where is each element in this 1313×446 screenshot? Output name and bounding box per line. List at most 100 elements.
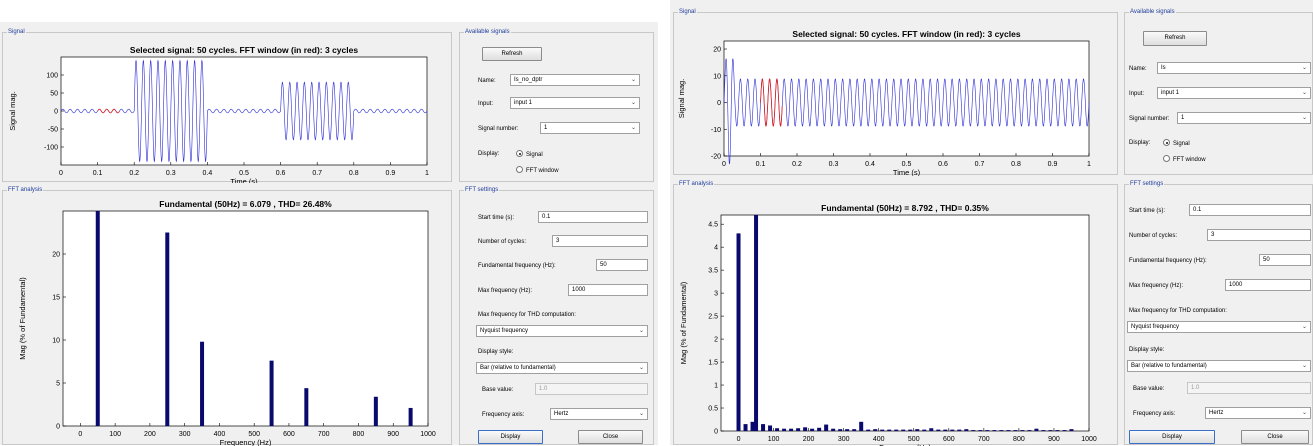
display-button[interactable]: Display: [478, 430, 543, 444]
chevron-down-icon: ⌄: [1301, 410, 1307, 416]
close-button[interactable]: Close: [578, 430, 643, 444]
display-style-label: Display style:: [1129, 347, 1165, 353]
x-tick-label: 0.3: [829, 161, 839, 168]
freq-axis-select[interactable]: Hertz ⌄: [550, 408, 648, 420]
x-tick-label: 400: [873, 436, 885, 443]
fft-bar: [880, 429, 885, 431]
base-value-label: Base value:: [1133, 386, 1165, 392]
start-time-input[interactable]: 0.1: [538, 211, 648, 223]
start-time-input[interactable]: 0.1: [1189, 204, 1311, 216]
signal-number-select[interactable]: 1 ⌄: [540, 122, 640, 134]
max-thd-select[interactable]: Nyquist frequency ⌄: [476, 325, 648, 337]
y-tick-label: 0: [56, 424, 60, 431]
plot-area: [720, 214, 1090, 432]
fft-bar: [838, 429, 843, 431]
fft-bar: [200, 341, 205, 426]
x-tick-label: 0.9: [386, 170, 396, 177]
fft-bar: [936, 429, 941, 431]
x-tick-label: 0.7: [975, 161, 985, 168]
max-thd-select[interactable]: Nyquist frequency ⌄: [1127, 321, 1311, 333]
radio-signal[interactable]: Signal: [1163, 139, 1190, 148]
y-axis-label: Mag (% of Fundamental): [679, 281, 688, 364]
fft-bar: [964, 429, 969, 431]
freq-axis-select[interactable]: Hertz ⌄: [1205, 407, 1311, 419]
y-tick-label: 10: [52, 338, 60, 345]
fft-bar: [971, 430, 976, 431]
x-tick-label: 0.8: [1011, 161, 1021, 168]
x-tick-label: 800: [353, 431, 365, 438]
fund-freq-label: Fundamental frequency (Hz):: [478, 263, 556, 269]
fft-bar: [796, 428, 801, 431]
max-freq-input[interactable]: 1000: [568, 284, 648, 296]
y-tick-label: 4: [714, 245, 718, 252]
available-signals-title: Available signals: [1129, 9, 1176, 16]
x-tick-label: 1: [1087, 161, 1091, 168]
fft-analysis-title: FFT analysis: [678, 181, 715, 188]
fft-analysis-title: FFT analysis: [7, 187, 44, 194]
freq-axis-value: Hertz: [1209, 410, 1224, 416]
base-value-label: Base value:: [482, 387, 514, 393]
fft-window-line: [760, 78, 783, 127]
signal-number-value: 1: [544, 125, 548, 131]
signal-number-label: Signal number:: [478, 126, 519, 132]
fft-bar: [768, 425, 773, 431]
display-style-value: Bar (relative to fundamental): [480, 365, 556, 371]
fft-bar: [754, 215, 759, 431]
x-tick-label: 900: [1048, 436, 1060, 443]
fft-bar: [929, 428, 934, 431]
signal-number-select[interactable]: 1 ⌄: [1177, 112, 1311, 124]
max-freq-input[interactable]: 1000: [1225, 279, 1311, 291]
num-cycles-label: Number of cycles:: [478, 239, 527, 245]
fft-bar: [992, 430, 997, 431]
signal-group-title: Signal: [678, 9, 697, 16]
chevron-down-icon: ⌄: [1301, 115, 1307, 121]
fft-bar: [810, 428, 815, 431]
fft-bar: [269, 360, 274, 426]
y-tick-label: -20: [711, 154, 721, 161]
chevron-down-icon: ⌄: [1301, 90, 1307, 96]
radio-signal[interactable]: Signal: [516, 150, 543, 159]
x-tick-label: 100: [768, 436, 780, 443]
x-tick-label: 0.9: [1048, 161, 1058, 168]
left-window: Signal Selected signal: 50 cycles. FFT w…: [0, 22, 658, 446]
close-button[interactable]: Close: [1241, 430, 1309, 444]
fft-settings-title: FFT settings: [1129, 181, 1165, 188]
x-tick-label: 0.5: [239, 170, 249, 177]
max-thd-value: Nyquist frequency: [480, 328, 529, 334]
radio-empty-icon: [1163, 155, 1170, 162]
fft-bar: [957, 429, 962, 431]
fund-freq-input[interactable]: 50: [1259, 254, 1311, 266]
fft-bar: [978, 430, 983, 431]
base-value-input[interactable]: 1.0: [535, 383, 648, 395]
max-thd-label: Max frequency for THD computation:: [478, 312, 576, 318]
max-freq-label: Max frequency (Hz):: [1129, 283, 1184, 289]
y-tick-label: 20: [52, 252, 60, 259]
refresh-button[interactable]: Refresh: [1143, 31, 1207, 46]
x-tick-label: 200: [803, 436, 815, 443]
radio-fft-window[interactable]: FFT window: [516, 166, 559, 175]
input-select[interactable]: input 1 ⌄: [1157, 87, 1311, 99]
base-value-input[interactable]: 1.0: [1187, 382, 1311, 394]
fft-bar: [985, 430, 990, 431]
display-style-select[interactable]: Bar (relative to fundamental) ⌄: [476, 362, 648, 374]
fft-bar: [1006, 430, 1011, 431]
x-tick-label: 200: [144, 431, 156, 438]
num-cycles-input[interactable]: 3: [1207, 229, 1311, 241]
display-style-select[interactable]: Bar (relative to fundamental) ⌄: [1127, 360, 1311, 372]
name-select[interactable]: Is ⌄: [1157, 62, 1311, 74]
display-button[interactable]: Display: [1129, 430, 1215, 444]
fund-freq-input[interactable]: 50: [596, 259, 648, 271]
input-select[interactable]: input 1 ⌄: [510, 97, 640, 109]
display-label: Display:: [478, 151, 500, 157]
radio-fft-window[interactable]: FFT window: [1163, 155, 1206, 164]
num-cycles-input[interactable]: 3: [552, 235, 648, 247]
fft-bar: [782, 428, 787, 431]
fft-bar: [943, 429, 948, 431]
x-tick-label: 300: [838, 436, 850, 443]
name-select[interactable]: Is_no_dptr ⌄: [510, 74, 640, 86]
fft-settings-group: FFT settings Start time (s): 0.1 Number …: [459, 187, 654, 445]
fft-bar: [901, 429, 906, 431]
fft-bar: [894, 429, 899, 431]
max-freq-label: Max frequency (Hz):: [478, 288, 533, 294]
refresh-button[interactable]: Refresh: [482, 47, 542, 61]
